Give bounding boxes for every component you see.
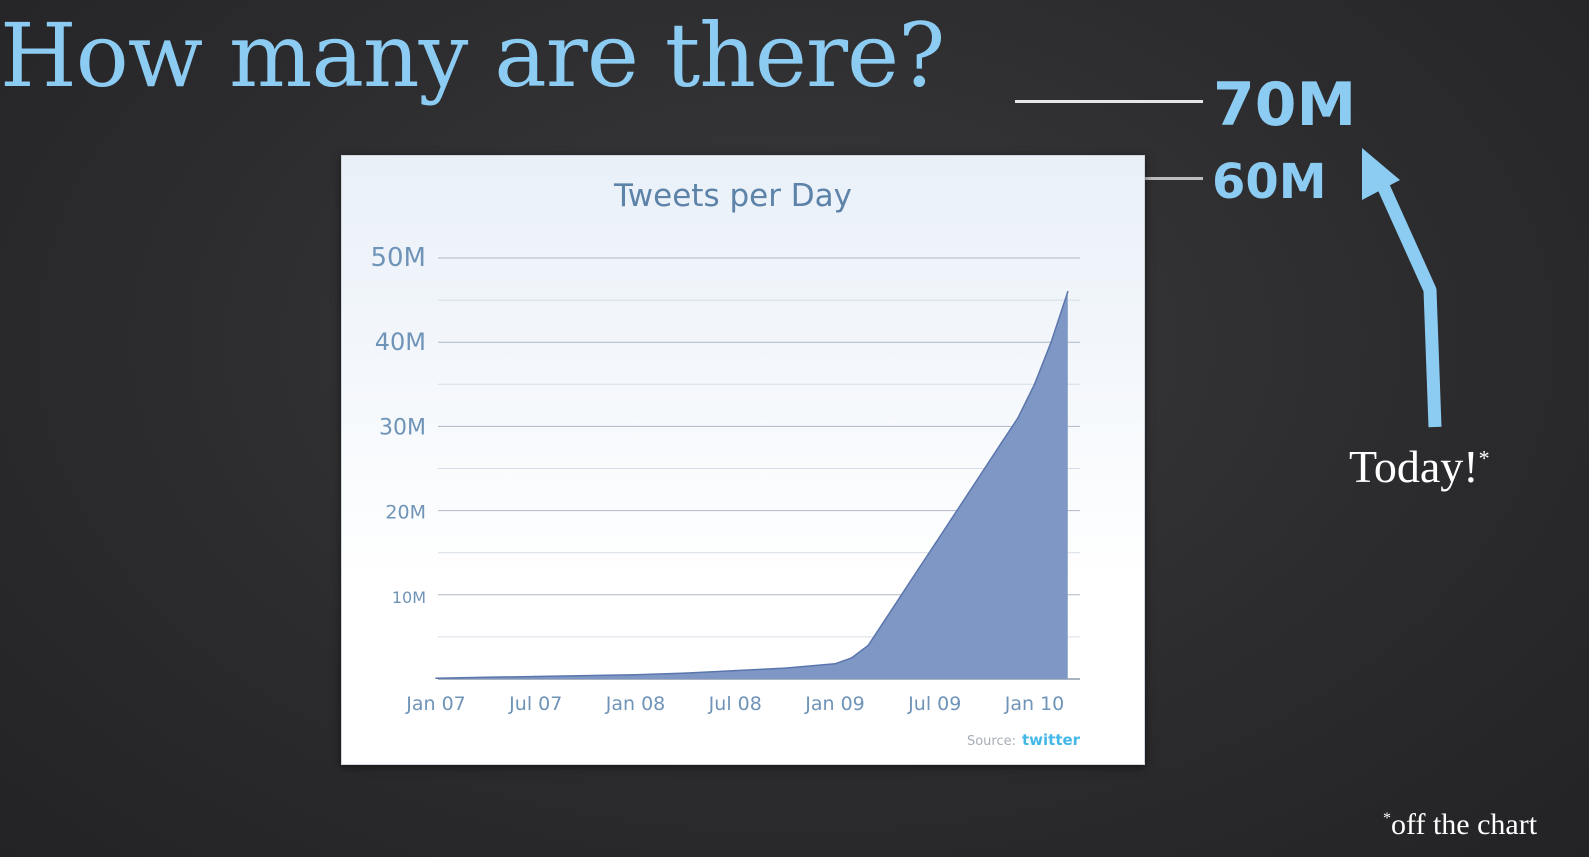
y-tick-label: 50M bbox=[370, 243, 426, 273]
data-point bbox=[850, 657, 853, 659]
data-point bbox=[784, 667, 786, 669]
data-point bbox=[1000, 442, 1003, 445]
reference-line-70m bbox=[1015, 100, 1203, 103]
data-point bbox=[884, 619, 886, 621]
data-point bbox=[684, 672, 687, 674]
data-point bbox=[1017, 417, 1019, 419]
footnote: *off the chart bbox=[1383, 808, 1537, 842]
data-point bbox=[1050, 341, 1052, 343]
footnote-text: off the chart bbox=[1391, 808, 1538, 841]
data-point bbox=[950, 518, 953, 520]
today-callout: Today!* bbox=[1349, 440, 1490, 493]
source-label: Source: bbox=[967, 734, 1016, 749]
data-point bbox=[534, 675, 537, 678]
chart-card: Tweets per Day 50M 40M 30M 20M 10M Jan 07 Jul 0… bbox=[341, 155, 1145, 765]
chart-title: Tweets per Day bbox=[613, 178, 852, 214]
data-point bbox=[485, 676, 487, 679]
up-arrow-icon bbox=[1362, 148, 1442, 428]
x-tick-label: Jan 08 bbox=[605, 693, 666, 715]
data-point bbox=[983, 467, 986, 470]
x-tick-label: Jan 09 bbox=[804, 693, 865, 715]
data-point bbox=[933, 543, 936, 546]
data-point bbox=[867, 644, 870, 647]
x-tick-label: Jul 07 bbox=[508, 693, 562, 715]
y-tick-label: 10M bbox=[392, 588, 426, 607]
x-tick-label: Jan 07 bbox=[405, 693, 466, 715]
reference-label-60m: 60M bbox=[1212, 154, 1327, 210]
data-point bbox=[917, 568, 919, 571]
data-point bbox=[734, 669, 737, 672]
data-point bbox=[967, 492, 969, 495]
y-tick-label: 40M bbox=[375, 328, 426, 356]
slide-title: How many are there? bbox=[0, 4, 945, 107]
data-point bbox=[634, 673, 637, 676]
today-footnote-mark: * bbox=[1478, 445, 1490, 471]
reference-label-70m: 70M bbox=[1213, 70, 1357, 140]
y-tick-label: 20M bbox=[385, 502, 426, 524]
data-point bbox=[1066, 290, 1069, 293]
data-point bbox=[435, 677, 437, 679]
today-label: Today! bbox=[1349, 441, 1479, 492]
data-point bbox=[1033, 383, 1036, 386]
twitter-logo: twitter bbox=[1022, 731, 1081, 749]
x-tick-label: Jul 09 bbox=[907, 693, 961, 715]
y-tick-label: 30M bbox=[379, 415, 426, 440]
data-point bbox=[900, 594, 903, 596]
data-point bbox=[834, 663, 836, 665]
footnote-mark: * bbox=[1383, 810, 1391, 827]
tweets-per-day-chart: Tweets per Day 50M 40M 30M 20M 10M Jan 07 Jul 0… bbox=[370, 178, 1081, 749]
x-tick-label: Jul 08 bbox=[708, 693, 762, 715]
x-tick-label: Jan 10 bbox=[1004, 693, 1065, 715]
data-point bbox=[584, 674, 587, 677]
